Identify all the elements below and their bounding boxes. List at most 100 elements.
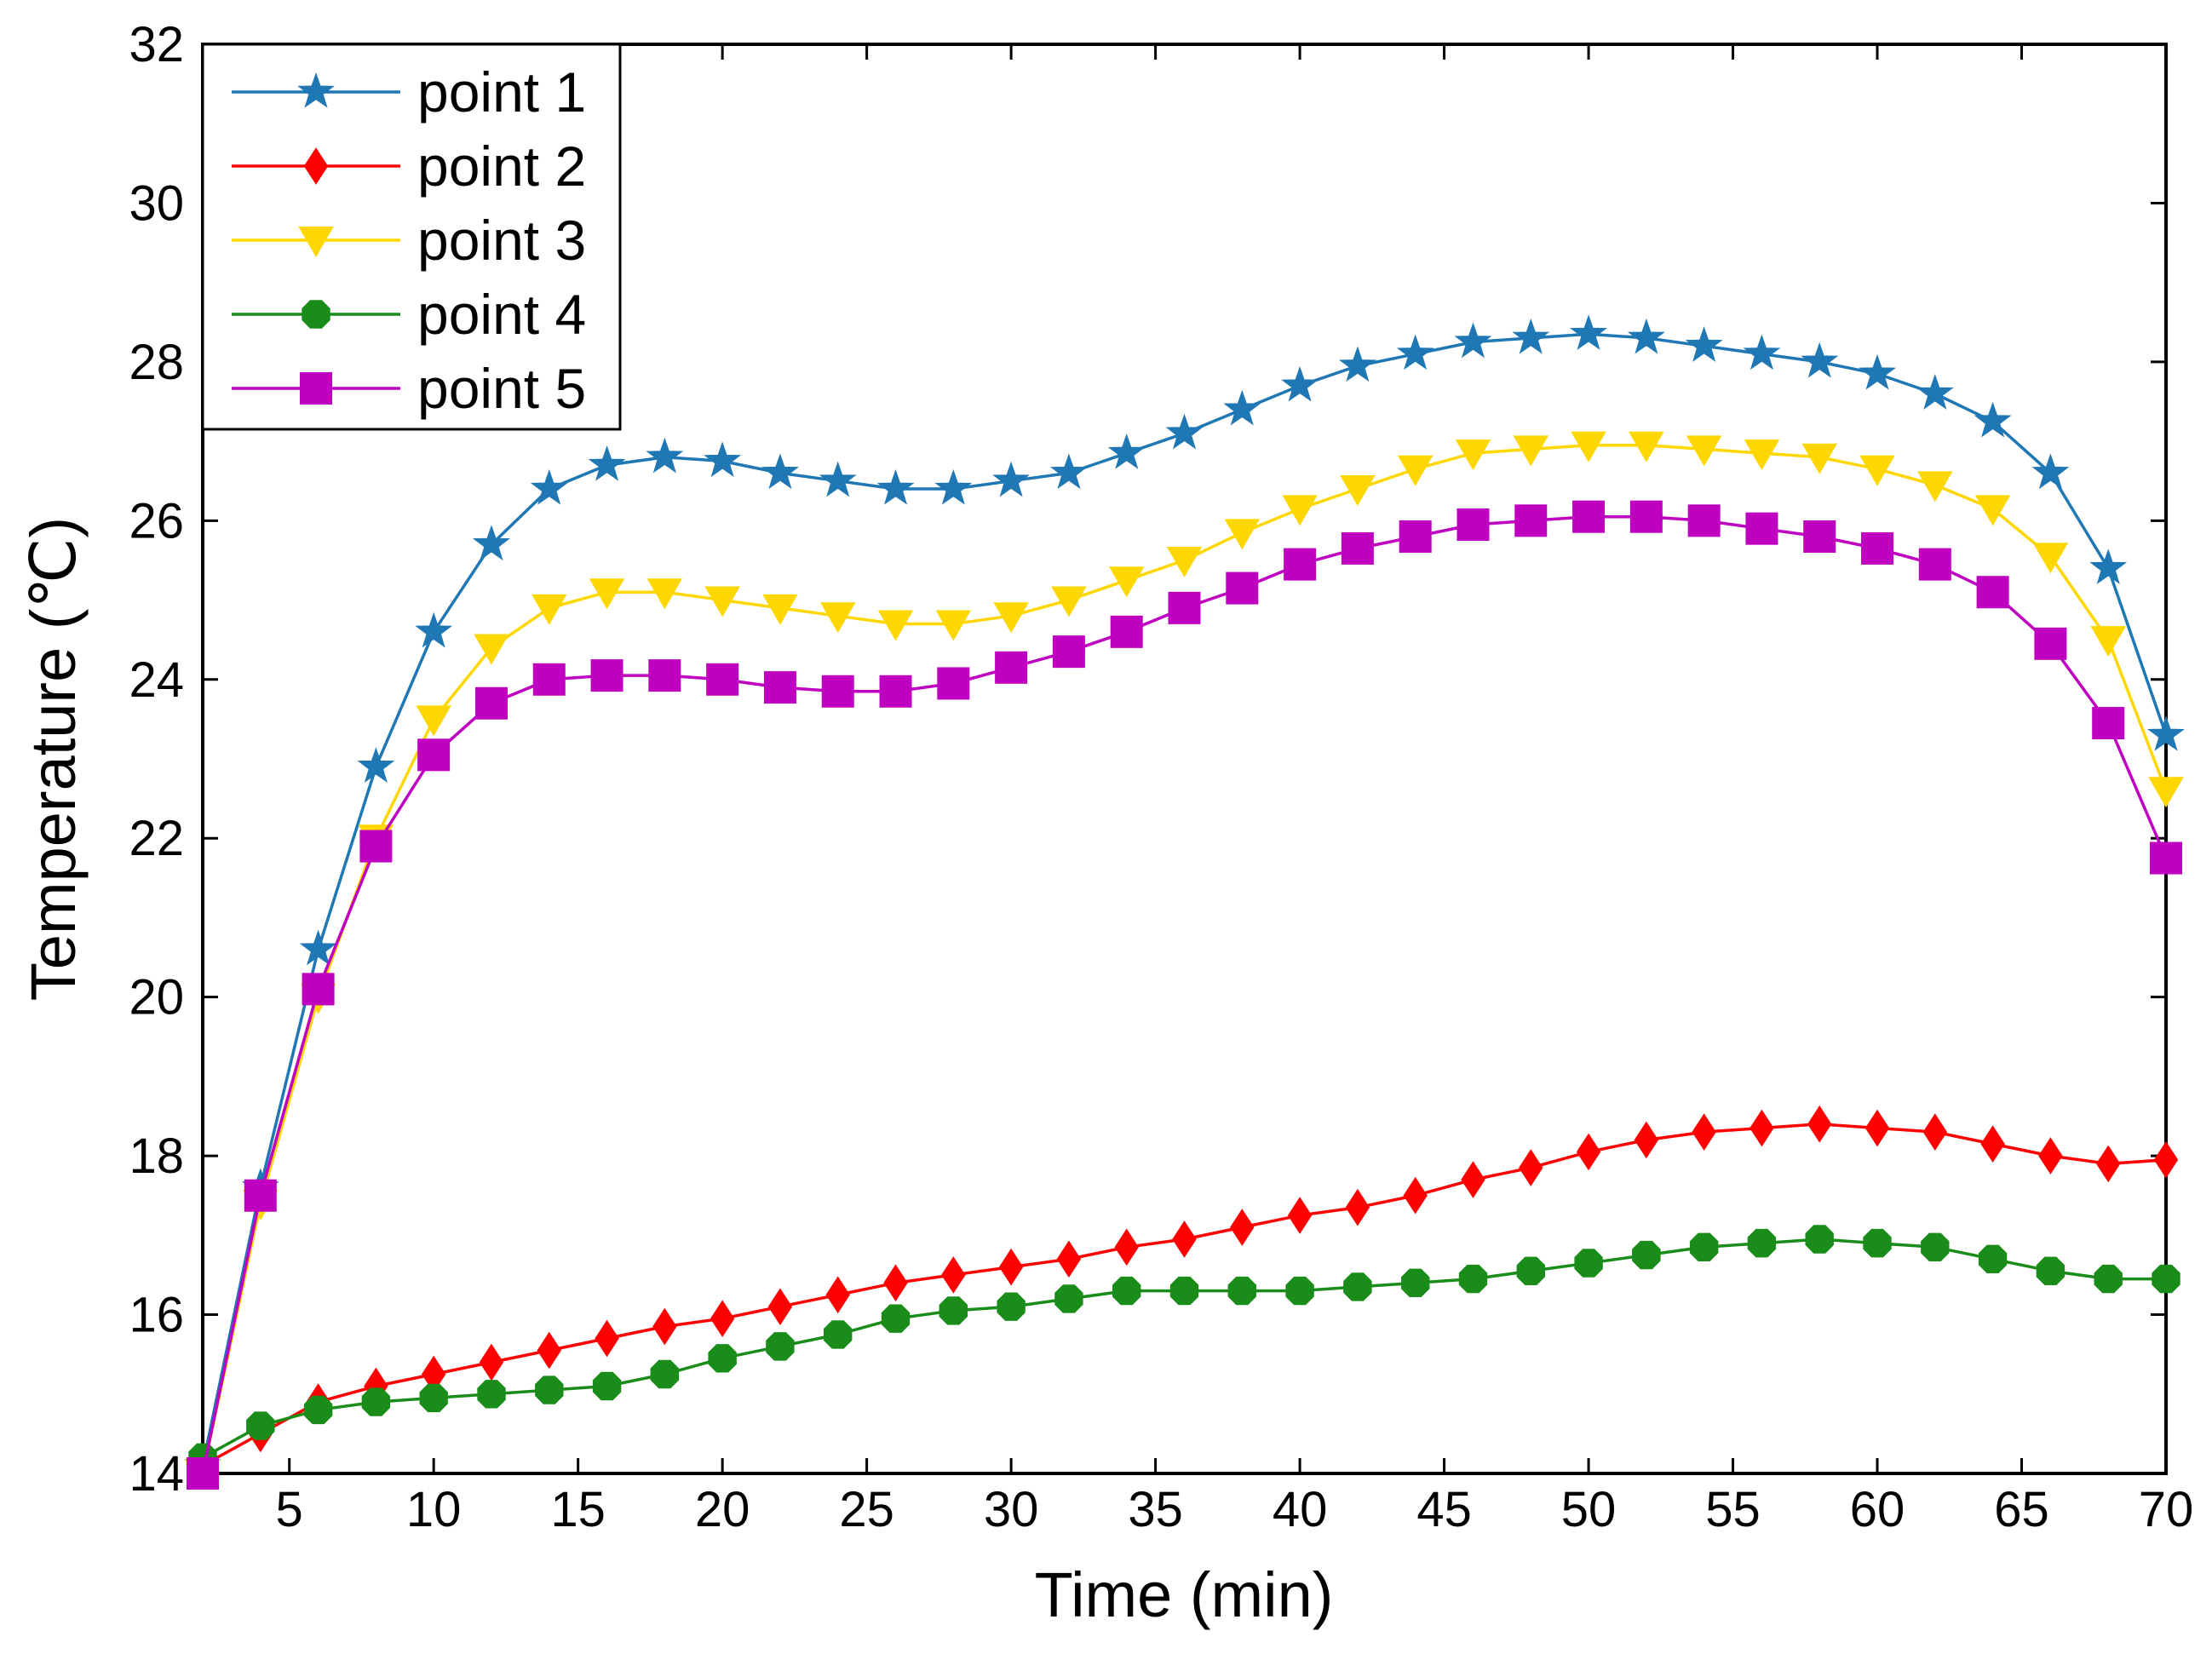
square-marker — [1745, 512, 1778, 545]
triangle-marker — [646, 578, 683, 610]
triangle-marker — [1917, 471, 1953, 503]
triangle-marker — [1513, 435, 1548, 467]
square-marker — [300, 372, 332, 405]
star-marker — [1396, 334, 1434, 370]
square-marker — [1514, 504, 1548, 537]
x-tick-label: 55 — [1705, 1482, 1761, 1537]
circle-marker — [1863, 1228, 1892, 1258]
y-tick-label: 28 — [129, 335, 184, 390]
diamond-marker — [479, 1343, 504, 1381]
x-tick-label: 25 — [839, 1482, 894, 1537]
square-marker — [706, 663, 739, 696]
circle-marker — [303, 1395, 333, 1425]
triangle-marker — [1744, 439, 1780, 471]
circle-marker — [1632, 1240, 1661, 1270]
triangle-marker — [935, 610, 972, 641]
square-marker — [1399, 520, 1432, 553]
legend-item: point 4 — [232, 283, 586, 346]
y-tick-label: 24 — [129, 652, 184, 708]
star-marker — [1685, 326, 1723, 362]
diamond-marker — [1230, 1209, 1255, 1246]
legend-box — [201, 43, 622, 431]
triangle-marker — [762, 594, 798, 625]
y-axis-title: Temperature (℃) — [18, 517, 89, 1001]
x-tick-label: 30 — [984, 1482, 1039, 1537]
star-marker — [1859, 353, 1897, 390]
diamond-marker — [2038, 1137, 2063, 1174]
star-marker — [530, 468, 568, 505]
axis-ticks: 5 10 15 20 25 30 35 40 45 50 55 60 65 70 14 16 18 20 22 24 2… — [129, 17, 2193, 1537]
diamond-marker — [1403, 1176, 1428, 1215]
x-tick-label: 70 — [2139, 1482, 2194, 1537]
diamond-marker — [537, 1331, 561, 1370]
circle-marker — [708, 1344, 737, 1373]
star-marker — [1165, 413, 1204, 450]
square-marker — [2034, 627, 2067, 660]
star-marker — [1107, 434, 1146, 469]
square-marker — [1861, 531, 1894, 565]
circle-marker — [650, 1359, 680, 1389]
circle-marker — [1921, 1232, 1950, 1261]
circle-marker — [2094, 1264, 2123, 1294]
series-point-1 — [184, 314, 2185, 1482]
x-tick-label: 40 — [1273, 1482, 1328, 1537]
square-marker — [1284, 548, 1317, 581]
x-axis-title: Time (min) — [1035, 1559, 1334, 1630]
legend-label: point 3 — [417, 209, 586, 272]
diamond-marker — [1576, 1133, 1601, 1171]
square-marker — [1110, 615, 1143, 648]
star-marker — [1916, 374, 1954, 410]
square-marker — [937, 667, 970, 700]
star-marker — [1223, 389, 1261, 426]
circle-marker — [1401, 1268, 1430, 1297]
star-marker — [2031, 453, 2070, 490]
legend-label: point 4 — [417, 283, 586, 346]
legend-item: point 3 — [232, 209, 586, 272]
x-tick-label: 35 — [1128, 1482, 1183, 1537]
square-marker — [187, 1457, 219, 1490]
circle-marker — [1169, 1276, 1199, 1306]
square-marker — [1629, 500, 1663, 533]
triangle-marker — [416, 705, 451, 737]
diamond-marker — [767, 1288, 793, 1326]
diamond-marker — [1749, 1109, 1774, 1147]
triangle-marker — [1859, 455, 1895, 486]
x-tick-label: 45 — [1416, 1482, 1472, 1537]
triangle-marker — [1455, 439, 1491, 471]
star-marker — [473, 525, 510, 560]
circle-marker — [1689, 1232, 1719, 1261]
series-point-4 — [188, 1225, 2180, 1473]
y-tick-label: 16 — [129, 1288, 184, 1343]
circle-marker — [1285, 1276, 1314, 1306]
square-marker — [359, 830, 393, 863]
diamond-marker — [1172, 1220, 1197, 1258]
x-tick-label: 15 — [550, 1482, 606, 1537]
circle-marker — [1516, 1256, 1545, 1285]
star-marker — [1570, 314, 1608, 350]
star-marker — [1050, 453, 1088, 490]
circle-marker — [1978, 1244, 2008, 1273]
square-marker — [1976, 576, 2009, 609]
y-tick-label: 20 — [129, 970, 184, 1025]
triangle-marker — [589, 578, 625, 610]
circle-marker — [1343, 1272, 1372, 1301]
legend-label: point 5 — [417, 357, 586, 420]
circle-marker — [246, 1411, 275, 1440]
diamond-marker — [652, 1307, 677, 1346]
triangle-marker — [704, 586, 740, 617]
square-marker — [532, 663, 566, 696]
y-tick-label: 30 — [129, 175, 184, 231]
diamond-marker — [941, 1256, 966, 1294]
legend-item: point 2 — [232, 135, 586, 198]
star-marker — [588, 445, 626, 481]
star-marker — [992, 461, 1031, 497]
star-marker — [1974, 401, 2012, 438]
square-marker — [1456, 508, 1490, 541]
legend-item: point 1 — [232, 60, 586, 123]
square-marker — [244, 1179, 277, 1212]
triangle-marker — [1686, 435, 1722, 467]
square-marker — [821, 675, 854, 708]
y-tick-label: 26 — [129, 493, 184, 548]
star-marker — [2147, 715, 2185, 751]
